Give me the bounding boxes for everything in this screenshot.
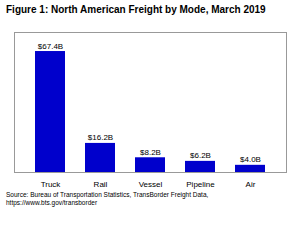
svg-text:$4.0B: $4.0B: [240, 155, 261, 164]
svg-text:$6.2B: $6.2B: [190, 151, 211, 160]
svg-text:Pipeline: Pipeline: [186, 180, 215, 189]
svg-text:$8.2B: $8.2B: [140, 148, 161, 157]
html-text:https://www.bts.gov/transborde: https://www.bts.gov/transborder: [6, 199, 97, 206]
svg-text:Vessel: Vessel: [139, 180, 163, 189]
html-text:Figure 1: North American Freig: Figure 1: North American Freight by Mode…: [6, 4, 266, 15]
svg-text:Rail: Rail: [94, 180, 108, 189]
svg-text:Truck: Truck: [41, 180, 62, 189]
html-text:Source: Bureau of Transportati: Source: Bureau of Transportation Statist…: [6, 191, 209, 198]
svg-text:Air: Air: [246, 180, 256, 189]
svg-text:$67.4B: $67.4B: [38, 42, 63, 51]
svg-text:$16.2B: $16.2B: [88, 133, 113, 142]
